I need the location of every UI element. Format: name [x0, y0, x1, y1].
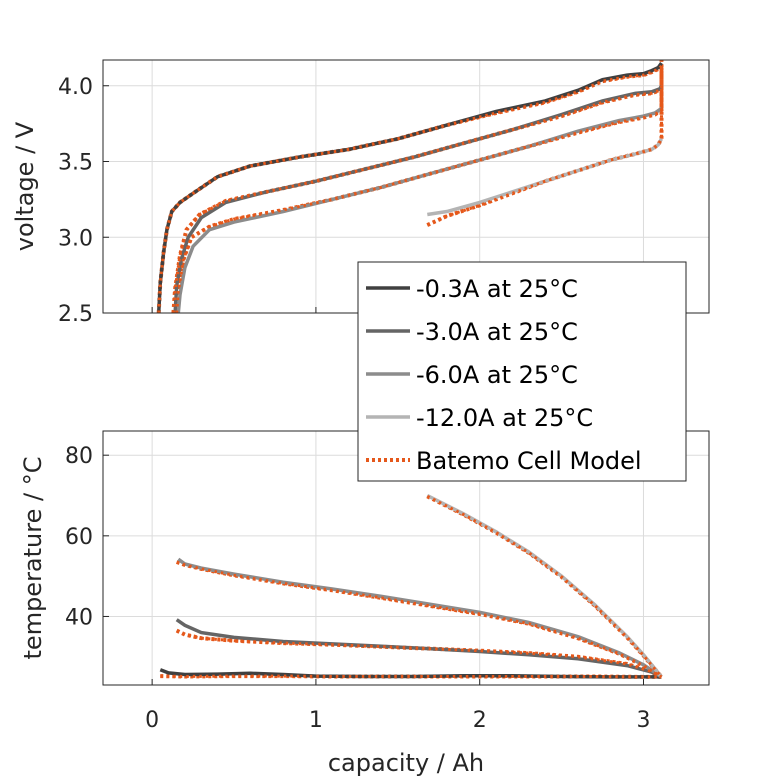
model-series-dots	[175, 67, 663, 313]
model-series-dots	[157, 60, 663, 313]
measured-series-line	[427, 137, 664, 217]
legend-label: -12.0A at 25°C	[416, 404, 593, 432]
capacity-axis-label: capacity / Ah	[328, 749, 484, 777]
temperature-axis-label: temperature / °C	[19, 457, 47, 660]
y-tick-label: 60	[65, 525, 93, 550]
series-group	[159, 493, 664, 679]
series-group	[156, 60, 664, 313]
y-tick-label: 3.0	[58, 226, 93, 251]
model-series-dots	[426, 494, 663, 678]
x-tick-label: 1	[309, 708, 323, 733]
legend-label: -6.0A at 25°C	[416, 361, 578, 389]
measured-series-line	[175, 618, 663, 679]
y-tick-label: 3.5	[58, 151, 93, 176]
legend-label: -3.0A at 25°C	[416, 318, 578, 346]
measured-series-line	[159, 668, 662, 679]
voltage-axis-label: voltage / V	[11, 121, 39, 251]
x-tick-label: 2	[473, 708, 487, 733]
model-series-dots	[176, 629, 663, 679]
y-tick-label: 4.0	[58, 75, 93, 100]
y-tick-label: 80	[65, 444, 93, 469]
y-tick-label: 40	[65, 605, 93, 630]
y-tick-label: 2.5	[58, 302, 93, 327]
legend: -0.3A at 25°C -3.0A at 25°C -6.0A at 25°C -…	[357, 261, 687, 482]
temperature-panel: 40 60 80 0 1 2 3	[65, 430, 710, 733]
model-series-dots	[160, 674, 662, 679]
voltage-panel: 2.5 3.0 3.5 4.0	[58, 59, 710, 327]
model-series-dots	[171, 63, 663, 313]
legend-label: -0.3A at 25°C	[416, 275, 578, 303]
x-tick-label: 0	[145, 708, 159, 733]
legend-box	[357, 261, 687, 482]
model-series-dots	[426, 70, 663, 227]
legend-label: Batemo Cell Model	[416, 447, 642, 475]
x-tick-label: 3	[636, 708, 650, 733]
measured-series-line	[177, 557, 663, 679]
